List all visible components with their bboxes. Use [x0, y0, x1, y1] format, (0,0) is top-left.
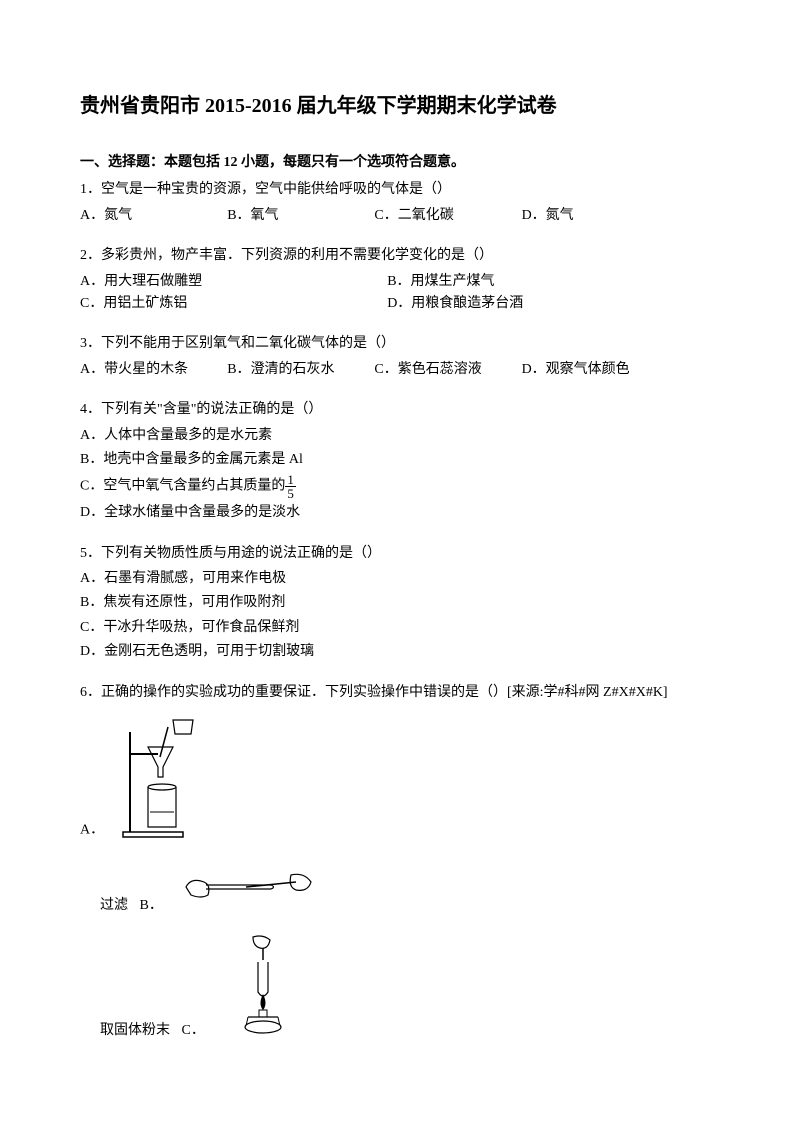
question-6: 6．正确的操作的实验成功的重要保证．下列实验操作中错误的是（）[来源:学#科#网…: [80, 682, 720, 1042]
q6-opt-c-row: 取固体粉末 C．: [80, 932, 720, 1042]
q2-opt-d: D．用粮食酿造茅台酒: [387, 293, 694, 315]
q4-text: 4．下列有关"含量"的说法正确的是（）: [80, 399, 720, 421]
q6-b-caption: 取固体粉末: [100, 1023, 170, 1038]
q2-opt-b: B．用煤生产煤气: [387, 271, 694, 293]
question-4: 4．下列有关"含量"的说法正确的是（） A．人体中含量最多的是水元素 B．地壳中…: [80, 399, 720, 525]
fraction-den: 5: [285, 487, 296, 500]
q6-opt-c: C．: [182, 1023, 205, 1038]
q6-opt-a-row: A．: [80, 712, 720, 842]
q2-text: 2．多彩贵州，物产丰富．下列资源的利用不需要化学变化的是（）: [80, 245, 720, 267]
q3-opt-a: A．带火星的木条: [80, 359, 227, 381]
q3-opt-c: C．紫色石蕊溶液: [374, 359, 521, 381]
q1-options: A．氮气 B．氧气 C．二氧化碳 D．氮气: [80, 205, 720, 227]
q3-text: 3．下列不能用于区别氧气和二氧化碳气体的是（）: [80, 333, 720, 355]
q3-opt-d: D．观察气体颜色: [522, 359, 669, 381]
question-1: 1．空气是一种宝贵的资源，空气中能供给呼吸的气体是（） A．氮气 B．氧气 C．…: [80, 179, 720, 227]
section-header: 一、选择题：本题包括 12 小题，每题只有一个选项符合题意。: [80, 152, 720, 174]
q4-opt-a: A．人体中含量最多的是水元素: [80, 425, 720, 447]
q3-options: A．带火星的木条 B．澄清的石灰水 C．紫色石蕊溶液 D．观察气体颜色: [80, 359, 720, 381]
q2-opt-c: C．用铝土矿炼铝: [80, 293, 387, 315]
q5-text: 5．下列有关物质性质与用途的说法正确的是（）: [80, 543, 720, 565]
q4-opt-b: B．地壳中含量最多的金属元素是 Al: [80, 449, 720, 471]
q1-opt-a: A．氮气: [80, 205, 227, 227]
q3-opt-b: B．澄清的石灰水: [227, 359, 374, 381]
q6-text: 6．正确的操作的实验成功的重要保证．下列实验操作中错误的是（）[来源:学#科#网…: [80, 682, 720, 704]
question-3: 3．下列不能用于区别氧气和二氧化碳气体的是（） A．带火星的木条 B．澄清的石灰…: [80, 333, 720, 381]
q5-opt-a: A．石墨有滑腻感，可用来作电极: [80, 568, 720, 590]
q5-opt-c: C．干冰升华吸热，可作食品保鲜剂: [80, 617, 720, 639]
q1-opt-b: B．氧气: [227, 205, 374, 227]
question-2: 2．多彩贵州，物产丰富．下列资源的利用不需要化学变化的是（） A．用大理石做雕塑…: [80, 245, 720, 315]
powder-taking-diagram: [176, 857, 316, 917]
q2-opt-a: A．用大理石做雕塑: [80, 271, 387, 293]
filtration-diagram: [118, 712, 218, 842]
q6-a-caption: 过滤: [100, 898, 128, 913]
q1-opt-c: C．二氧化碳: [374, 205, 521, 227]
q6-opt-a: A．: [80, 823, 104, 838]
q4-options: A．人体中含量最多的是水元素 B．地壳中含量最多的金属元素是 Al C．空气中氧…: [80, 425, 720, 525]
q4-opt-c-prefix: C．空气中氧气含量约占其质量的: [80, 479, 285, 494]
q6-opt-b-row: 过滤 B．: [80, 857, 720, 917]
page-title: 贵州省贵阳市 2015-2016 届九年级下学期期末化学试卷: [80, 90, 720, 122]
question-5: 5．下列有关物质性质与用途的说法正确的是（） A．石墨有滑腻感，可用来作电极 B…: [80, 543, 720, 664]
heating-diagram: [218, 932, 308, 1042]
fraction: 15: [285, 473, 296, 500]
q5-opt-b: B．焦炭有还原性，可用作吸附剂: [80, 592, 720, 614]
fraction-num: 1: [285, 473, 296, 487]
q1-text: 1．空气是一种宝贵的资源，空气中能供给呼吸的气体是（）: [80, 179, 720, 201]
q5-options: A．石墨有滑腻感，可用来作电极 B．焦炭有还原性，可用作吸附剂 C．干冰升华吸热…: [80, 568, 720, 664]
q5-opt-d: D．金刚石无色透明，可用于切割玻璃: [80, 641, 720, 663]
q2-options: A．用大理石做雕塑 B．用煤生产煤气 C．用铝土矿炼铝 D．用粮食酿造茅台酒: [80, 271, 720, 316]
q6-opt-b: B．: [140, 898, 163, 913]
q1-opt-d: D．氮气: [522, 205, 669, 227]
q4-opt-c: C．空气中氧气含量约占其质量的15: [80, 473, 720, 500]
q4-opt-d: D．全球水储量中含量最多的是淡水: [80, 502, 720, 524]
